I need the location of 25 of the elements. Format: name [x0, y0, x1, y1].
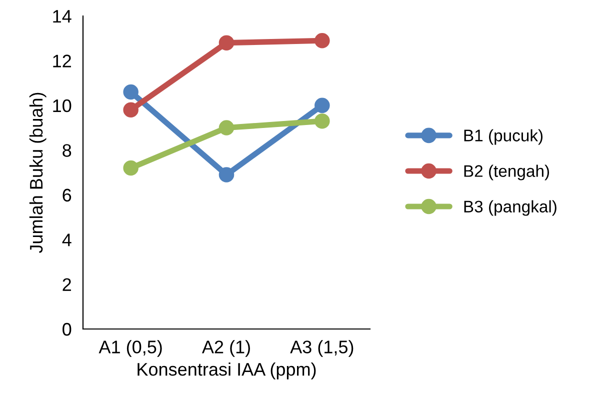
- point: [314, 32, 330, 48]
- point: [218, 35, 234, 50]
- y-tick-label: 2: [62, 278, 71, 291]
- y-tick-label: 6: [62, 188, 72, 202]
- x-tick-label: A1 (0,5): [98, 340, 162, 357]
- point: [123, 160, 138, 176]
- y-axis-title: Jumlah Buku (buah): [29, 92, 46, 254]
- point: [314, 98, 330, 114]
- y-tick-label: 12: [53, 54, 71, 68]
- y-tick-label: 4: [62, 234, 72, 246]
- y-tick-label: 10: [53, 99, 72, 112]
- y-tick-label: 0: [62, 322, 72, 336]
- legend-label: B1 (pucuk): [464, 129, 543, 145]
- point: [123, 102, 138, 118]
- y-tick-label: 14: [53, 10, 72, 23]
- x-axis-title: Konsentrasi IAA (ppm): [138, 362, 316, 380]
- y-tick-label: 8: [62, 144, 72, 157]
- point: [218, 120, 234, 136]
- x-tick-label: A3 (1,5): [290, 340, 354, 357]
- point: [314, 113, 330, 129]
- x-tick-label: A2 (1): [202, 340, 250, 357]
- legend-label: B3 (pangkal): [464, 200, 556, 216]
- point: [218, 167, 234, 182]
- point: [123, 84, 138, 100]
- legend-label: B2 (tengah): [464, 164, 550, 180]
